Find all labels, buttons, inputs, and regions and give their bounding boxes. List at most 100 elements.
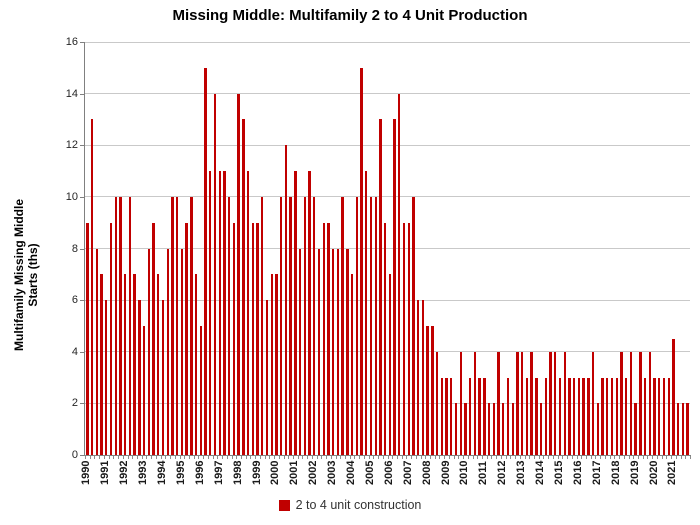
bar — [303, 196, 306, 455]
x-axis-tick — [335, 456, 337, 459]
bar — [681, 403, 685, 455]
bar — [360, 67, 363, 455]
x-axis-tick — [302, 456, 304, 459]
legend: 2 to 4 unit construction — [0, 498, 700, 512]
bar — [667, 377, 670, 455]
plot-area — [85, 41, 690, 455]
bar — [610, 377, 614, 455]
x-axis-tick — [609, 456, 611, 459]
gridline — [85, 402, 690, 404]
x-axis-tick — [264, 456, 266, 459]
bar — [270, 274, 273, 455]
y-axis-tick-label: 14 — [65, 87, 78, 100]
x-axis-tick — [231, 456, 233, 459]
bar — [350, 274, 354, 455]
y-axis-tick — [80, 351, 84, 353]
bar — [161, 300, 165, 455]
x-axis-tick — [652, 456, 654, 459]
x-axis-tick — [212, 456, 214, 459]
bar — [265, 300, 269, 455]
bar — [128, 196, 132, 455]
y-axis-tick — [80, 145, 84, 147]
bar — [454, 403, 458, 455]
bar — [530, 351, 533, 455]
gridline — [85, 196, 690, 198]
bar — [317, 248, 321, 455]
x-axis-tick — [552, 456, 554, 459]
bar — [577, 377, 581, 455]
bar — [596, 403, 599, 455]
bar — [284, 145, 288, 455]
x-axis-tick — [132, 456, 134, 459]
bar — [464, 403, 467, 455]
bar — [544, 377, 548, 455]
bar — [506, 377, 510, 455]
bar — [190, 196, 193, 455]
bar — [142, 325, 146, 455]
bar — [105, 300, 108, 455]
x-axis-tick — [330, 456, 332, 459]
bar — [625, 377, 628, 455]
bar — [327, 222, 330, 455]
x-axis-tick — [557, 456, 559, 459]
bar — [365, 171, 368, 455]
bar — [294, 171, 297, 455]
x-axis-tick — [543, 456, 545, 459]
bar — [417, 300, 420, 455]
x-axis-tick — [690, 456, 691, 459]
bar — [558, 377, 562, 455]
x-axis-tick — [326, 456, 328, 459]
x-axis-tick — [269, 456, 271, 459]
bar — [336, 248, 340, 455]
y-axis-tick-label: 4 — [71, 345, 78, 358]
x-axis-tick — [680, 456, 682, 459]
x-axis-tick — [198, 456, 200, 459]
bar — [157, 274, 160, 455]
x-axis-tick — [288, 456, 290, 459]
x-axis-tick — [406, 456, 408, 459]
bar — [469, 377, 472, 455]
x-axis-tick — [255, 456, 257, 459]
x-axis-tick — [113, 456, 115, 459]
bar — [535, 377, 538, 455]
x-axis-tick — [373, 456, 375, 459]
x-axis-tick — [548, 456, 550, 459]
x-axis-tick — [184, 456, 186, 459]
x-axis-tick — [122, 456, 124, 459]
x-axis-tick — [567, 456, 569, 459]
bar — [639, 351, 642, 455]
bar — [261, 196, 264, 455]
x-axis-tick — [642, 456, 644, 459]
x-axis-tick — [434, 456, 436, 459]
y-axis-tick-label: 10 — [65, 190, 78, 203]
y-axis-tick-label: 8 — [71, 242, 78, 255]
bar — [497, 351, 500, 455]
bar — [686, 403, 689, 455]
bar — [658, 377, 661, 455]
x-axis-tick — [311, 456, 313, 459]
x-axis-tick — [595, 456, 597, 459]
x-axis-tick — [647, 456, 649, 459]
x-axis-tick — [151, 456, 153, 459]
bar — [662, 377, 666, 455]
x-axis-tick — [378, 456, 380, 459]
x-axis-tick — [411, 456, 413, 459]
y-axis-title: Multifamily Missing Middle Starts (ths) — [6, 150, 46, 400]
bar — [483, 377, 486, 455]
bar — [90, 119, 94, 455]
bar — [322, 222, 325, 455]
x-axis-tick — [633, 456, 635, 459]
bar — [175, 196, 179, 455]
bar — [677, 403, 680, 455]
x-axis-tick — [675, 456, 677, 459]
bar — [554, 351, 557, 455]
bar — [331, 248, 335, 455]
bar — [516, 351, 519, 455]
x-axis-tick — [188, 456, 190, 459]
x-axis-tick — [453, 456, 455, 459]
bar — [445, 377, 448, 455]
x-axis-tick — [463, 456, 465, 459]
x-axis-tick — [359, 456, 361, 459]
bar — [218, 171, 221, 455]
y-axis-tick-label: 0 — [71, 449, 78, 461]
